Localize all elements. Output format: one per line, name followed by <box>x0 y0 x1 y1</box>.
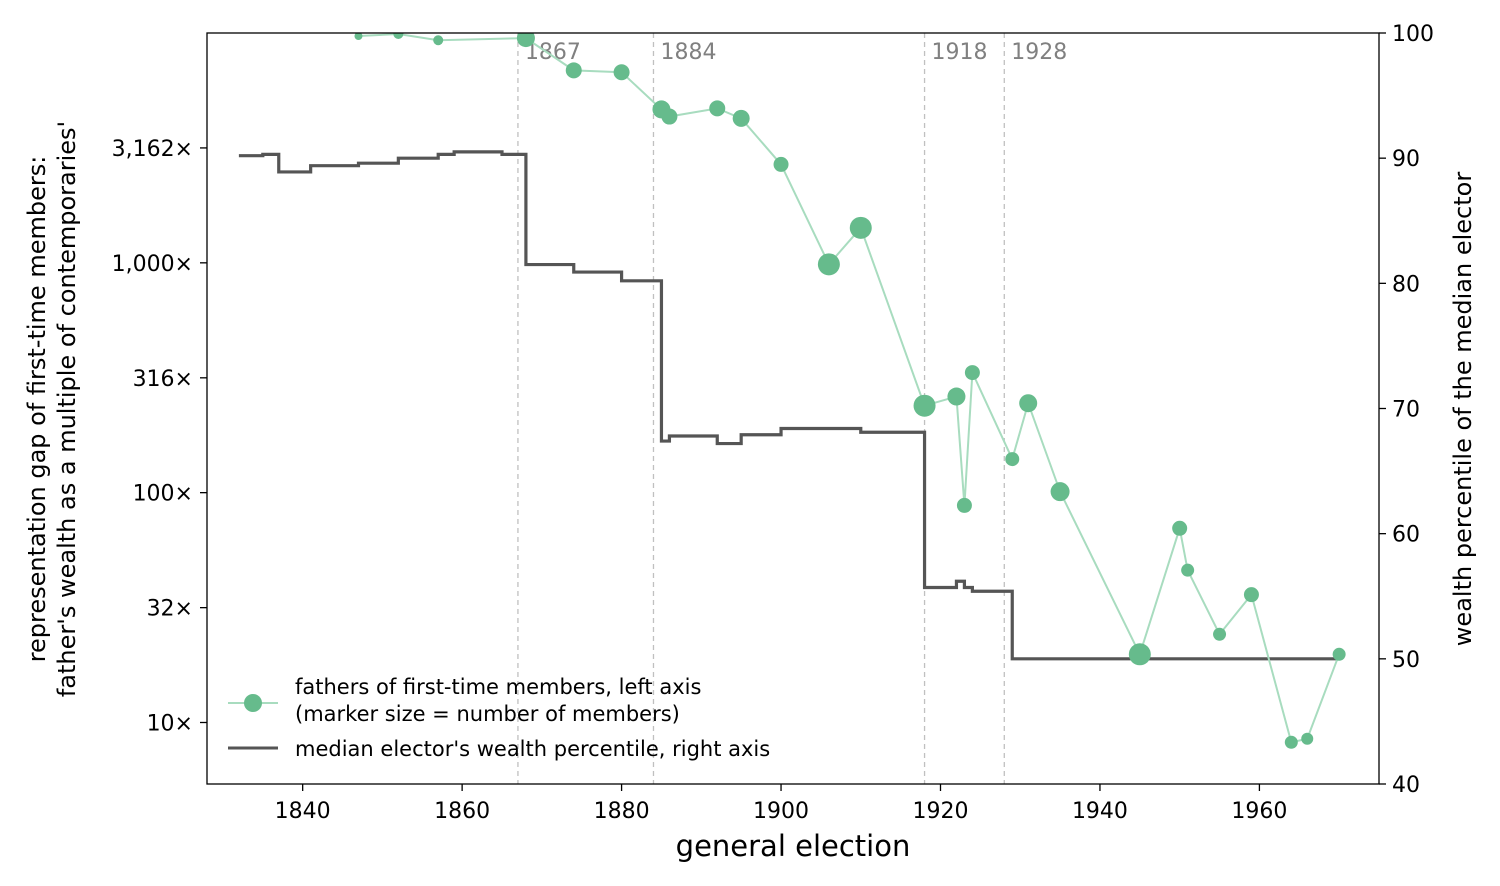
data-point-1852 <box>393 33 404 40</box>
data-point-1857 <box>433 35 444 46</box>
vertical-reference-lines: 1867 1884 1918 1928 <box>517 33 1067 784</box>
data-point-1950 <box>1172 520 1188 536</box>
first-time-members-connector <box>358 33 1341 744</box>
right-y-axis-title: wealth percentile of the median elector <box>1449 172 1477 647</box>
legend-dots-label: fathers of first-time members, left axis <box>295 675 701 699</box>
data-point-1895 <box>732 109 750 127</box>
data-point-1923 <box>956 497 972 513</box>
right-y-tick-label-100: 100 <box>1392 22 1434 47</box>
data-point-1900 <box>773 156 789 172</box>
first-time-members-series <box>354 33 1346 749</box>
legend-step-label: median elector's wealth percentile, righ… <box>295 737 770 761</box>
x-axis-title: general election <box>676 829 911 863</box>
median-elector-series <box>238 150 1340 661</box>
data-point-1868 <box>516 33 535 48</box>
right-y-tick-label-60: 60 <box>1392 523 1420 548</box>
vertical-line-label-1884: 1884 <box>660 40 716 65</box>
data-point-1964 <box>1284 735 1298 749</box>
left-y-tick-label-1,000×: 1,000× <box>112 252 193 277</box>
data-point-1874 <box>565 62 582 79</box>
data-point-1929 <box>1005 452 1020 467</box>
right-y-tick-label-40: 40 <box>1392 773 1420 798</box>
data-point-1910 <box>849 216 872 239</box>
left-y-tick-label-10×: 10× <box>147 711 193 736</box>
data-point-1918 <box>913 394 936 417</box>
data-point-1945 <box>1128 643 1151 666</box>
vertical-line-label-1918: 1918 <box>932 40 988 65</box>
x-tick-label-1840: 1840 <box>275 799 331 824</box>
x-tick-label-1880: 1880 <box>594 799 650 824</box>
data-point-1951 <box>1181 563 1195 577</box>
data-point-1906 <box>817 253 840 276</box>
right-y-axis-ticks: 40 50 60 70 80 90 100 <box>1379 22 1434 798</box>
data-point-1931 <box>1019 394 1038 413</box>
right-y-tick-label-80: 80 <box>1392 272 1420 297</box>
x-tick-label-1900: 1900 <box>753 799 809 824</box>
legend-dots-label-note: (marker size = number of members) <box>295 702 680 726</box>
data-point-1970 <box>1332 647 1346 661</box>
left-y-axis-ticks: 10× 32× 100× 316× 1,000× 3,162× <box>112 137 207 736</box>
x-tick-label-1960: 1960 <box>1231 799 1287 824</box>
left-y-tick-label-316×: 316× <box>133 367 193 392</box>
right-y-tick-label-70: 70 <box>1392 398 1420 423</box>
left-y-axis-title-line2: father's wealth as a multiple of contemp… <box>53 121 81 697</box>
median-elector-step-line <box>238 150 1340 661</box>
right-y-tick-label-50: 50 <box>1392 648 1420 673</box>
data-point-1935 <box>1050 482 1070 502</box>
data-point-1955 <box>1213 627 1227 641</box>
legend: fathers of first-time members, left axis… <box>228 675 770 761</box>
data-point-1959 <box>1243 587 1259 603</box>
x-axis-ticks: 1840 1860 1880 1900 1920 1940 1960 <box>275 784 1287 824</box>
plot-background <box>207 33 1379 784</box>
data-point-1880 <box>613 64 630 81</box>
legend-dots-marker <box>244 694 262 712</box>
data-point-1892 <box>709 100 726 117</box>
vertical-line-label-1928: 1928 <box>1011 40 1067 65</box>
left-y-tick-label-32×: 32× <box>147 597 193 622</box>
data-point-1886 <box>661 108 678 125</box>
x-tick-label-1940: 1940 <box>1072 799 1128 824</box>
data-point-1922 <box>947 387 966 406</box>
data-point-1847 <box>354 33 363 41</box>
data-point-1924 <box>964 365 980 381</box>
left-y-tick-label-100×: 100× <box>133 482 193 507</box>
left-y-tick-label-3,162×: 3,162× <box>112 137 193 162</box>
right-y-tick-label-90: 90 <box>1392 147 1420 172</box>
x-tick-label-1860: 1860 <box>434 799 490 824</box>
x-tick-label-1920: 1920 <box>912 799 968 824</box>
data-point-1966 <box>1301 732 1314 745</box>
left-y-axis-title-line1: representation gap of first-time members… <box>23 156 51 663</box>
